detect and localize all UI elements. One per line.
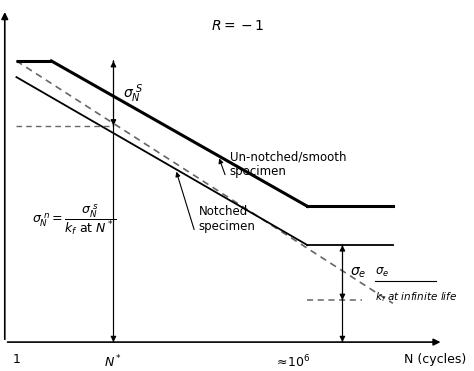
Text: Un-notched/smooth
specimen: Un-notched/smooth specimen (230, 150, 346, 178)
Text: $R = -1$: $R = -1$ (211, 19, 264, 33)
Text: 1: 1 (12, 354, 20, 367)
Text: $\sigma_e$: $\sigma_e$ (375, 266, 390, 279)
Text: $k_f$ at infinite life: $k_f$ at infinite life (375, 290, 458, 304)
Text: Notched
specimen: Notched specimen (199, 205, 255, 233)
Text: $\sigma_e$: $\sigma_e$ (350, 265, 366, 280)
Text: $N^*$: $N^*$ (104, 354, 122, 370)
Text: N (cycles): N (cycles) (404, 354, 467, 367)
Text: $\sigma_N^{\ n} = \dfrac{\sigma_N^{\ s}}{k_f\ \mathrm{at}\ N^*}$: $\sigma_N^{\ n} = \dfrac{\sigma_N^{\ s}}… (32, 202, 116, 237)
Text: $\sigma_N^{\ S}$: $\sigma_N^{\ S}$ (123, 82, 144, 105)
Text: $\approx\!10^6$: $\approx\!10^6$ (274, 354, 310, 370)
